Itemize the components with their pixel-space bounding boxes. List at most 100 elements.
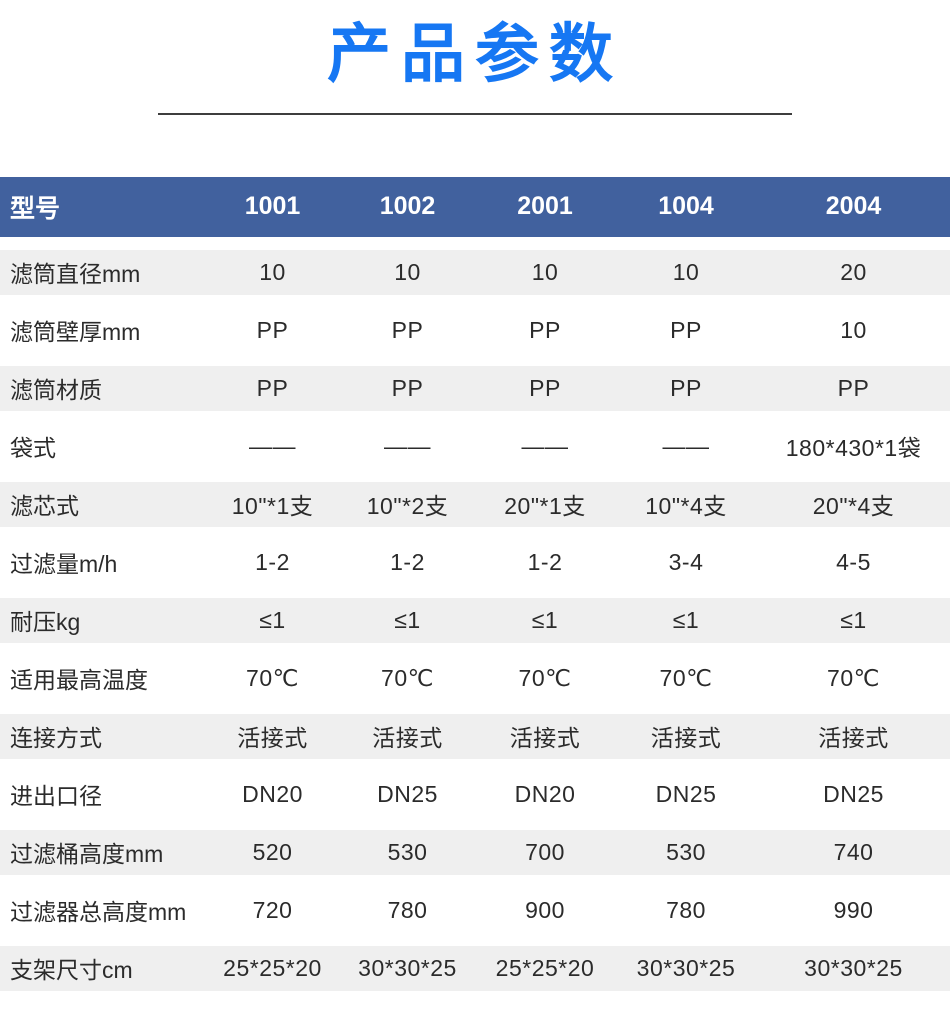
cell: 1-2 — [255, 548, 290, 575]
table-row: 适用最高温度 70℃ 70℃ 70℃ 70℃ 70℃ — [0, 656, 950, 701]
header-model: 1004 — [615, 176, 757, 237]
cell: PP — [670, 316, 702, 343]
cell: 700 — [475, 829, 615, 875]
cell: 740 — [757, 829, 950, 875]
header-model: 1002 — [340, 176, 475, 237]
row-label: 滤筒材质 — [0, 365, 205, 411]
cell: PP — [205, 365, 340, 411]
table-row: 滤筒直径mm 10 10 10 10 20 — [0, 249, 950, 295]
table-row: 支架尺寸cm 25*25*20 30*30*25 25*25*20 30*30*… — [0, 945, 950, 991]
table-row: 滤芯式 10"*1支 10"*2支 20"*1支 10"*4支 20"*4支 — [0, 481, 950, 527]
cell: ≤1 — [205, 597, 340, 643]
cell: —— — [384, 432, 431, 459]
cell: 活接式 — [757, 713, 950, 759]
cell: 30*30*25 — [615, 945, 757, 991]
row-label: 进出口径 — [10, 783, 102, 810]
cell: 30*30*25 — [757, 945, 950, 991]
table-row: 过滤量m/h 1-2 1-2 1-2 3-4 4-5 — [0, 540, 950, 585]
cell: 70℃ — [659, 664, 713, 691]
row-label: 过滤器总高度mm — [10, 899, 187, 926]
cell: ≤1 — [615, 597, 757, 643]
table-header-row: 型号 1001 1002 2001 1004 2004 — [0, 176, 950, 237]
cell: 70℃ — [381, 664, 434, 691]
cell: 25*25*20 — [475, 945, 615, 991]
table-row: 滤筒壁厚mm PP PP PP PP 10 — [0, 308, 950, 353]
cell: —— — [249, 432, 296, 459]
cell: PP — [475, 365, 615, 411]
table-row: 连接方式 活接式 活接式 活接式 活接式 活接式 — [0, 713, 950, 759]
header-model: 1001 — [205, 176, 340, 237]
cell: PP — [340, 365, 475, 411]
header-model: 2004 — [757, 176, 950, 237]
cell: 10 — [615, 249, 757, 295]
row-label: 过滤量m/h — [10, 551, 118, 578]
cell: 530 — [615, 829, 757, 875]
cell: 20 — [757, 249, 950, 295]
table-row: 滤筒材质 PP PP PP PP PP — [0, 365, 950, 411]
row-label: 滤筒壁厚mm — [10, 319, 141, 346]
cell: 720 — [252, 896, 293, 923]
cell: PP — [256, 316, 289, 343]
cell: 10 — [475, 249, 615, 295]
cell: 20"*4支 — [757, 481, 950, 527]
cell: DN20 — [514, 780, 576, 807]
cell: 900 — [525, 896, 565, 923]
cell: ≤1 — [340, 597, 475, 643]
cell: 活接式 — [205, 713, 340, 759]
row-label: 耐压kg — [0, 597, 205, 643]
cell: 30*30*25 — [340, 945, 475, 991]
table-row: 袋式 —— —— —— —— 180*430*1袋 — [0, 424, 950, 469]
cell: —— — [521, 432, 569, 459]
cell: 活接式 — [340, 713, 475, 759]
row-label: 滤筒直径mm — [0, 249, 205, 295]
cell: 1-2 — [390, 548, 425, 575]
cell: 180*430*1袋 — [785, 435, 922, 462]
cell: 10"*1支 — [205, 481, 340, 527]
header-model: 2001 — [475, 176, 615, 237]
spec-table: 型号 1001 1002 2001 1004 2004 滤筒直径mm 10 10… — [0, 164, 950, 1004]
cell: DN25 — [377, 780, 438, 807]
cell: 活接式 — [615, 713, 757, 759]
cell: PP — [615, 365, 757, 411]
cell: 530 — [340, 829, 475, 875]
cell: 520 — [205, 829, 340, 875]
row-label: 适用最高温度 — [10, 667, 148, 694]
row-label: 袋式 — [10, 435, 56, 462]
cell: PP — [757, 365, 950, 411]
cell: 10"*4支 — [615, 481, 757, 527]
cell: PP — [529, 316, 561, 343]
cell: 70℃ — [518, 664, 572, 691]
cell: DN25 — [655, 780, 717, 807]
table-row: 耐压kg ≤1 ≤1 ≤1 ≤1 ≤1 — [0, 597, 950, 643]
cell: 70℃ — [246, 664, 299, 691]
cell: 10 — [340, 249, 475, 295]
cell: 70℃ — [827, 664, 880, 691]
cell: 10"*2支 — [340, 481, 475, 527]
cell: 780 — [666, 896, 706, 923]
cell: 10 — [205, 249, 340, 295]
cell: ≤1 — [475, 597, 615, 643]
cell: 990 — [833, 896, 874, 923]
row-label: 滤芯式 — [0, 481, 205, 527]
cell: 25*25*20 — [205, 945, 340, 991]
cell: —— — [662, 432, 710, 459]
cell: PP — [391, 316, 424, 343]
table-row: 过滤器总高度mm 720 780 900 780 990 — [0, 888, 950, 933]
cell: ≤1 — [757, 597, 950, 643]
cell: 780 — [387, 896, 428, 923]
cell: 活接式 — [475, 713, 615, 759]
cell: 3-4 — [668, 548, 704, 575]
page-title: 产品参数 — [327, 18, 623, 90]
title-divider — [158, 112, 792, 115]
row-label: 支架尺寸cm — [0, 945, 205, 991]
cell: 4-5 — [836, 548, 871, 575]
row-label: 连接方式 — [0, 713, 205, 759]
cell: 1-2 — [527, 548, 563, 575]
cell: DN25 — [823, 780, 884, 807]
table-row: 进出口径 DN20 DN25 DN20 DN25 DN25 — [0, 772, 950, 817]
cell: DN20 — [242, 780, 303, 807]
table-row: 过滤桶高度mm 520 530 700 530 740 — [0, 829, 950, 875]
header-label: 型号 — [0, 176, 205, 237]
row-label: 过滤桶高度mm — [0, 829, 205, 875]
